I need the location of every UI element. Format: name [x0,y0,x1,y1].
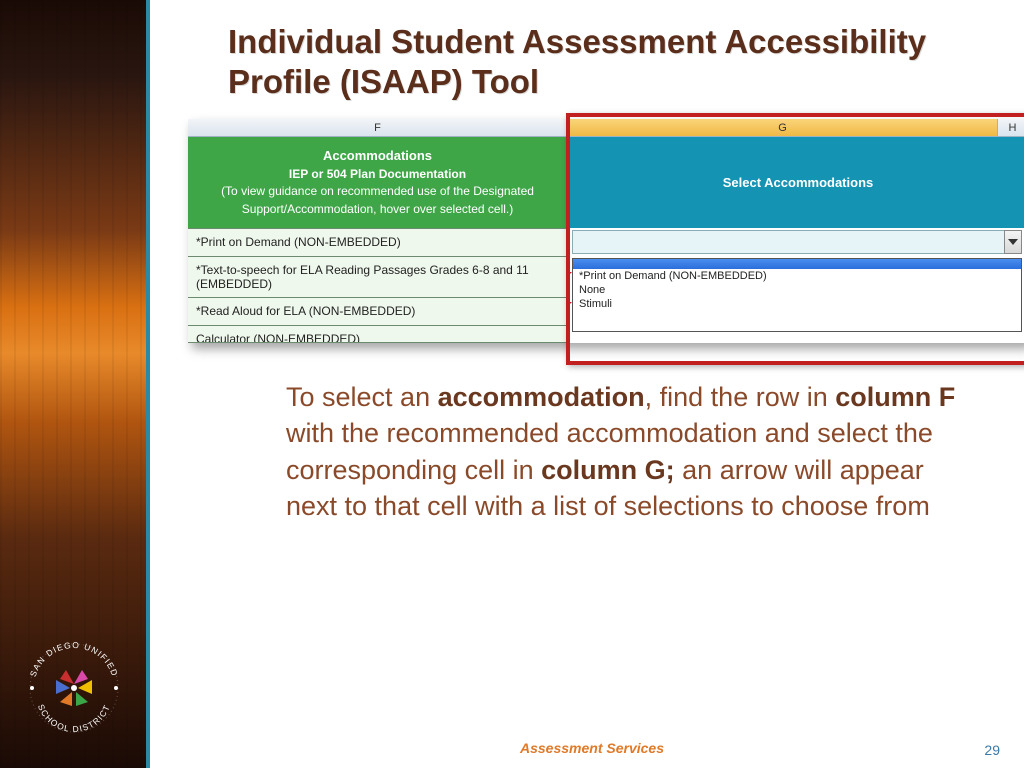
dropdown-highlight-bar [573,259,1021,269]
list-item[interactable]: Calculator (NON-EMBEDDED) [188,325,568,343]
column-header-g[interactable]: G [568,119,998,136]
footer: Assessment Services [160,740,1024,758]
svg-text:SAN DIEGO UNIFIED: SAN DIEGO UNIFIED [28,640,120,678]
dropdown-list: *Print on Demand (NON-EMBEDDED) None Sti… [572,258,1022,332]
list-item[interactable]: *Print on Demand (NON-EMBEDDED) [188,228,568,255]
svg-text:SCHOOL DISTRICT: SCHOOL DISTRICT [36,703,112,734]
column-g-dropdown-area: *Print on Demand (NON-EMBEDDED) None Sti… [568,228,1024,343]
dropdown-option[interactable]: Stimuli [573,297,1021,311]
spreadsheet-screenshot: F G H Accommodations IEP or 504 Plan Doc… [188,119,1024,343]
logo-text-top: SAN DIEGO UNIFIED [28,640,120,678]
cell-comment-marker-icon [566,272,572,278]
accommodations-header: Accommodations IEP or 504 Plan Documenta… [188,137,568,228]
list-item[interactable]: *Text-to-speech for ELA Reading Passages… [188,256,568,298]
dropdown-arrow-icon[interactable] [1004,230,1022,254]
dropdown-option[interactable]: None [573,283,1021,297]
column-header-row: F G H [188,119,1024,137]
select-accommodations-header: Select Accommodations [568,137,1024,228]
district-logo: SAN DIEGO UNIFIED SCHOOL DISTRICT [24,638,124,738]
column-header-f[interactable]: F [188,119,568,136]
cell-comment-marker-icon [566,302,572,308]
footer-label: Assessment Services [520,740,664,756]
dropdown-option[interactable]: *Print on Demand (NON-EMBEDDED) [573,269,1021,283]
column-header-h[interactable]: H [998,119,1024,136]
instruction-text: To select an accommodation, find the row… [286,379,956,525]
dropdown-selected-cell[interactable] [572,230,1022,254]
column-f-list: *Print on Demand (NON-EMBEDDED) *Text-to… [188,228,568,343]
logo-text-bottom: SCHOOL DISTRICT [36,703,112,734]
page-number: 29 [984,742,1000,758]
slide-title: Individual Student Assessment Accessibil… [228,22,996,101]
list-item[interactable]: *Read Aloud for ELA (NON-EMBEDDED) [188,297,568,324]
